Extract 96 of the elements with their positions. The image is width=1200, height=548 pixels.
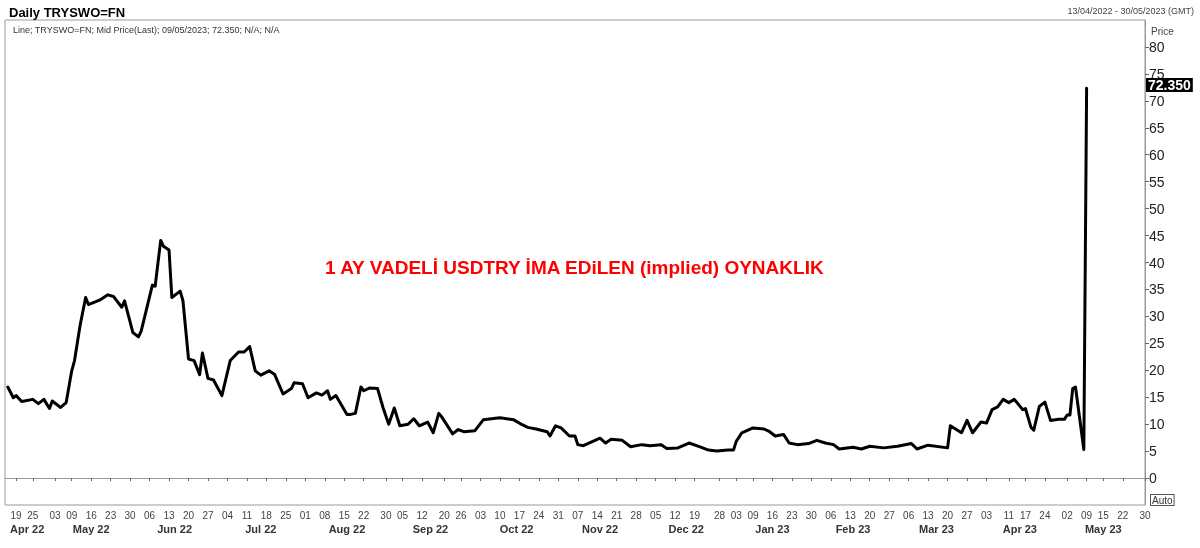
x-tick-label: 25 [27, 509, 39, 521]
y-axis-title: Price [1151, 25, 1175, 37]
y-tick-label: 50 [1149, 200, 1165, 217]
x2-tick-label: Nov 22 [581, 522, 619, 535]
x-tick-label: 10 [494, 509, 506, 521]
x-tick-label: 24 [533, 509, 545, 521]
x-tick-label: 05 [650, 509, 662, 521]
annotation: 1 AY VADELİ USDTRY İMA EDiLEN (implied) OYNAKLIK [325, 257, 824, 278]
x-tick-label: 22 [358, 509, 370, 521]
text: 13/04/2022 - 30/05/2023 (GMT) [1067, 5, 1194, 16]
y-tick-label: 25 [1149, 335, 1165, 352]
x-tick-label: 20 [942, 509, 954, 521]
x-tick-label: 28 [630, 509, 643, 521]
x2-tick-label: Jul 22 [245, 522, 277, 535]
text: 72.350 [1148, 77, 1192, 93]
x-tick-label: 03 [49, 509, 62, 521]
x2-tick-label: Dec 22 [668, 522, 704, 535]
x-tick-label: 03 [730, 509, 743, 521]
x-tick-label: 07 [572, 509, 584, 521]
x-tick-label: 23 [105, 509, 117, 521]
y-tick-label: 10 [1149, 416, 1165, 433]
x-tick-label: 14 [591, 509, 604, 521]
x2-tick-label: Mar 23 [919, 522, 954, 535]
x-tick-label: 20 [864, 509, 876, 521]
x2-tick-label: Feb 23 [835, 522, 871, 535]
y-tick-label: 55 [1149, 173, 1165, 190]
x-tick-label: 31 [552, 509, 565, 521]
y-tick-label: 0 [1149, 470, 1157, 487]
x-tick-label: 30 [124, 509, 137, 521]
x-tick-label: 28 [714, 509, 726, 521]
x-tick-label: 27 [961, 509, 974, 521]
x2-tick-label: Apr 23 [1002, 522, 1037, 535]
x-tick-label: 09 [1081, 509, 1093, 521]
text: Line; TRYSWO=FN; Mid Price(Last); 09/05/2023; 72.350; N/A; N/A [13, 24, 280, 35]
x-tick-label: 16 [766, 509, 779, 521]
x-tick-label: 11 [241, 509, 253, 521]
x-tick-label: 13 [922, 509, 935, 521]
y-tick-label: 40 [1149, 254, 1165, 271]
y-tick-label: 70 [1149, 92, 1165, 109]
y-tick-label: 30 [1149, 308, 1165, 325]
x-tick-label: 09 [747, 509, 759, 521]
x-tick-label: 01 [299, 509, 312, 521]
x-tick-label: 09 [66, 509, 78, 521]
x-tick-label: 23 [786, 509, 798, 521]
x2-tick-label: May 23 [1084, 522, 1122, 535]
x-tick-label: 13 [163, 509, 176, 521]
x-tick-label: 25 [280, 509, 292, 521]
x-tick-label: 15 [338, 509, 351, 521]
x-tick-label: 27 [883, 509, 896, 521]
x-tick-label: 19 [10, 509, 23, 521]
x2-tick-label: Jan 23 [755, 522, 790, 535]
x-tick-label: 24 [1039, 509, 1051, 521]
x-tick-label: 11 [1003, 509, 1015, 521]
x-tick-label: 20 [438, 509, 451, 521]
x-tick-label: 06 [825, 509, 837, 521]
chart-title: Daily TRYSWO=FN [9, 5, 126, 20]
y-tick-label: 60 [1149, 146, 1165, 163]
y-tick-label: 45 [1149, 227, 1165, 244]
x-tick-label: 22 [1117, 509, 1129, 521]
x-tick-label: 16 [85, 509, 98, 521]
x-tick-label: 12 [669, 509, 682, 521]
x-tick-label: 04 [221, 509, 234, 521]
x-tick-label: 15 [1097, 509, 1110, 521]
y-tick-label: 35 [1149, 281, 1165, 298]
x-tick-label: 21 [611, 509, 623, 521]
x-tick-label: 12 [416, 509, 429, 521]
y-tick-label: 15 [1149, 389, 1165, 406]
x-tick-label: 20 [182, 509, 195, 521]
x2-tick-label: Jun 22 [157, 522, 193, 535]
x-tick-label: 05 [397, 509, 409, 521]
x-tick-label: 17 [1019, 509, 1032, 521]
x-tick-label: 03 [980, 509, 993, 521]
x-tick-label: 19 [689, 509, 701, 521]
x-tick-label: 13 [844, 509, 857, 521]
x-tick-label: 06 [903, 509, 915, 521]
x-tick-label: 18 [260, 509, 273, 521]
y-tick-label: 5 [1149, 443, 1157, 460]
x-tick-label: 02 [1061, 509, 1074, 521]
x-tick-label: 06 [144, 509, 156, 521]
x-tick-label: 26 [455, 509, 467, 521]
x2-tick-label: Apr 22 [10, 522, 45, 535]
x2-tick-label: Aug 22 [328, 522, 366, 535]
x2-tick-label: Sep 22 [412, 522, 449, 535]
x-tick-label: 08 [319, 509, 331, 521]
x-tick-label: 17 [513, 509, 526, 521]
x-tick-label: 03 [474, 509, 487, 521]
x-tick-label: 27 [202, 509, 214, 521]
x-tick-label: 30 [805, 509, 818, 521]
x2-tick-label: Oct 22 [499, 522, 534, 535]
y-tick-label: 20 [1149, 362, 1165, 379]
y-tick-label: 65 [1149, 119, 1165, 136]
line-series [6, 86, 1089, 453]
text: Auto [1152, 494, 1174, 506]
y-tick-label: 80 [1149, 38, 1165, 55]
x2-tick-label: May 22 [72, 522, 110, 535]
x-tick-label: 30 [380, 509, 392, 521]
